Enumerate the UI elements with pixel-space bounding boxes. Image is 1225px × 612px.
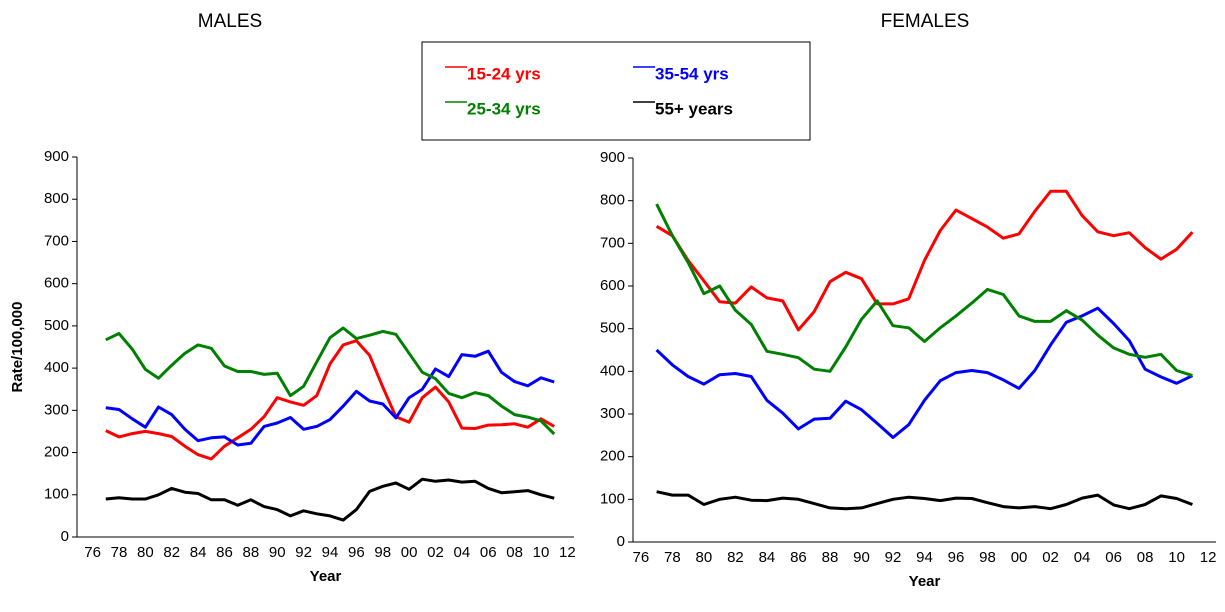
y-axis-title: Rate/100,000 — [9, 302, 26, 393]
legend-label: 25-34 yrs — [467, 99, 541, 118]
x-tick-label: 94 — [322, 544, 339, 561]
y-tick-label: 200 — [600, 448, 625, 465]
y-tick-label: 700 — [600, 234, 625, 251]
x-tick-label: 76 — [84, 544, 101, 561]
y-tick-label: 400 — [600, 362, 625, 379]
y-tick-label: 500 — [44, 317, 69, 334]
y-tick-label: 100 — [44, 486, 69, 503]
y-tick-label: 600 — [44, 275, 69, 292]
x-tick-label: 96 — [348, 544, 365, 561]
x-tick-label: 80 — [696, 549, 713, 566]
legend-label: 55+ years — [655, 99, 733, 118]
x-tick-label: 06 — [1105, 549, 1122, 566]
x-tick-label: 96 — [948, 549, 965, 566]
x-tick-label: 12 — [559, 544, 576, 561]
y-tick-label: 700 — [44, 232, 69, 249]
x-tick-label: 92 — [885, 549, 902, 566]
x-tick-label: 00 — [1011, 549, 1028, 566]
x-tick-label: 82 — [163, 544, 180, 561]
x-tick-label: 84 — [759, 549, 776, 566]
x-tick-label: 98 — [979, 549, 996, 566]
x-tick-label: 08 — [1137, 549, 1154, 566]
chart-title: FEMALES — [881, 11, 970, 32]
series-line — [105, 326, 556, 436]
y-tick-label: 0 — [617, 533, 625, 550]
y-tick-label: 300 — [600, 405, 625, 422]
x-tick-label: 76 — [633, 549, 650, 566]
x-tick-label: 88 — [822, 549, 839, 566]
y-tick-label: 200 — [44, 444, 69, 461]
series-line — [105, 477, 555, 522]
x-tick-label: 80 — [137, 544, 154, 561]
y-tick-label: 900 — [600, 149, 625, 166]
x-tick-label: 84 — [190, 544, 207, 561]
x-tick-label: 92 — [295, 544, 312, 561]
series-line — [656, 490, 1193, 511]
series-line — [655, 203, 1193, 378]
series-line — [105, 339, 555, 461]
x-tick-label: 78 — [111, 544, 128, 561]
x-tick-label: 00 — [401, 544, 418, 561]
x-tick-label: 06 — [480, 544, 497, 561]
y-tick-label: 300 — [44, 401, 69, 418]
x-tick-label: 08 — [506, 544, 523, 561]
series-line — [655, 189, 1194, 332]
x-tick-label: 98 — [374, 544, 391, 561]
y-tick-label: 500 — [600, 320, 625, 337]
x-tick-label: 02 — [427, 544, 444, 561]
y-tick-label: 400 — [44, 359, 69, 376]
x-tick-label: 02 — [1042, 549, 1059, 566]
chart-title: MALES — [198, 11, 262, 32]
y-tick-label: 600 — [600, 277, 625, 294]
x-axis-title: Year — [909, 573, 941, 590]
legend-label: 35-54 yrs — [655, 64, 729, 83]
x-tick-label: 90 — [269, 544, 286, 561]
x-tick-label: 78 — [664, 549, 681, 566]
series-line — [655, 306, 1194, 439]
x-tick-label: 86 — [216, 544, 233, 561]
y-tick-label: 900 — [44, 148, 69, 165]
x-axis-title: Year — [310, 568, 342, 585]
x-tick-label: 10 — [1168, 549, 1185, 566]
y-tick-label: 800 — [600, 192, 625, 209]
x-tick-label: 82 — [727, 549, 744, 566]
legend-label: 15-24 yrs — [467, 64, 541, 83]
x-tick-label: 90 — [853, 549, 870, 566]
legend-box — [421, 41, 811, 141]
x-tick-label: 88 — [243, 544, 260, 561]
x-tick-label: 86 — [790, 549, 807, 566]
y-tick-label: 800 — [44, 190, 69, 207]
y-tick-label: 100 — [600, 490, 625, 507]
x-tick-label: 12 — [1200, 549, 1217, 566]
series-line — [105, 349, 555, 447]
x-tick-label: 04 — [454, 544, 471, 561]
x-tick-label: 04 — [1074, 549, 1091, 566]
x-tick-label: 94 — [916, 549, 933, 566]
x-tick-label: 10 — [533, 544, 550, 561]
y-tick-label: 0 — [61, 528, 69, 545]
